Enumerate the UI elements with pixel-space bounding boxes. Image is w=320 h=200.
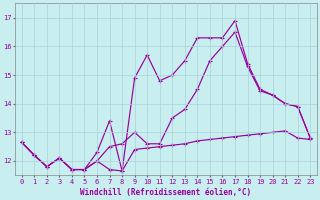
X-axis label: Windchill (Refroidissement éolien,°C): Windchill (Refroidissement éolien,°C) (80, 188, 252, 197)
